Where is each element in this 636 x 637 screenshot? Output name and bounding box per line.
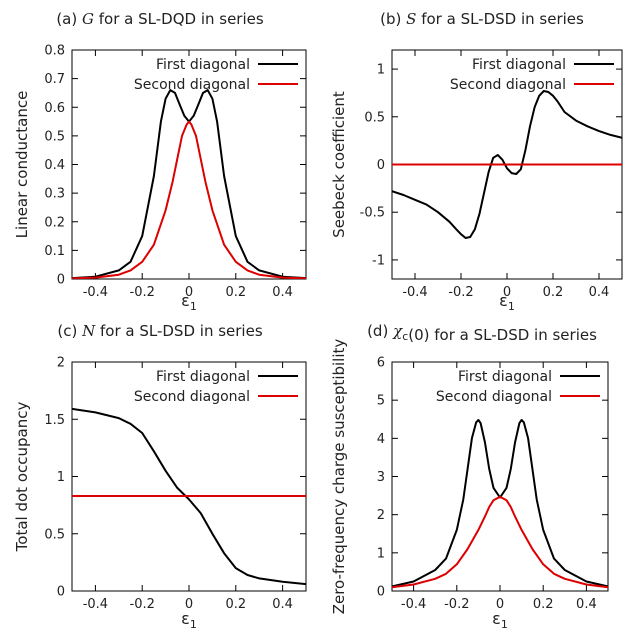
title-symbol: G (82, 10, 94, 28)
title-symbol: N (81, 322, 96, 340)
title-suffix: for a SL-DQD in series (99, 10, 264, 28)
title-prefix: (a) (56, 10, 77, 28)
y-tick-label: 5 (377, 394, 385, 409)
y-axis-label: Linear conductance (13, 91, 31, 239)
legend-label: First diagonal (156, 57, 250, 73)
title-symbol-sub: c (402, 330, 408, 343)
x-tick-label: 0.4 (589, 285, 610, 300)
y-tick-label: -1 (372, 253, 385, 268)
x-tick-label: 0 (185, 285, 193, 300)
x-tick-label: 0.2 (543, 285, 564, 300)
y-tick-label: 0.5 (44, 129, 65, 144)
x-tick-label: -0.4 (83, 597, 108, 612)
title-prefix: (b) (380, 10, 401, 28)
title-symbol: S (406, 10, 416, 28)
x-tick-label: 0.4 (272, 285, 293, 300)
y-tick-label: 1 (57, 470, 65, 485)
x-axis-symbol: ε (492, 609, 501, 628)
legend-label: Second diagonal (450, 77, 566, 93)
title-prefix: (d) (367, 322, 388, 340)
panel-title: (a) G for a SL-DQD in series (56, 10, 264, 28)
y-tick-label: 1.5 (44, 413, 65, 428)
x-axis-symbol: ε (499, 291, 508, 310)
series-line-first-diagonal (72, 407, 306, 586)
series-line-second-diagonal (392, 495, 608, 589)
title-suffix: (0) for a SL-DSD in series (408, 326, 597, 344)
y-tick-label: 0.4 (44, 158, 65, 173)
x-tick-label: 0.4 (272, 597, 293, 612)
y-tick-label: -0.5 (360, 206, 385, 221)
y-tick-label: 0.8 (44, 44, 65, 59)
panel-0: (a) G for a SL-DQD in series -0.4 -0.2 0 0.2… (13, 10, 307, 313)
panel-2: (c) N for a SL-DSD in series -0.4 -0.2 0 0.2… (13, 322, 307, 631)
x-tick-label: 0 (185, 597, 193, 612)
x-axis-symbol: ε (181, 609, 190, 628)
y-tick-label: 3 (377, 470, 385, 485)
x-axis-symbol: ε (181, 291, 190, 310)
y-tick-label: 0 (57, 273, 65, 288)
title-suffix: for a SL-DSD in series (421, 10, 584, 28)
y-tick-label: 1 (377, 546, 385, 561)
y-tick-label: 0.5 (364, 110, 385, 125)
x-axis-sub: 1 (508, 300, 515, 313)
x-tick-label: -0.4 (402, 285, 427, 300)
y-tick-label: 0.7 (44, 72, 65, 87)
x-axis-label: ε1 (181, 609, 197, 631)
x-tick-label: -0.2 (130, 285, 155, 300)
y-axis-label: Total dot occupancy (13, 402, 31, 553)
y-tick-label: 0.6 (44, 101, 65, 116)
legend-label: Second diagonal (134, 389, 250, 405)
x-tick-label: -0.4 (83, 285, 108, 300)
x-axis-sub: 1 (190, 300, 197, 313)
title-prefix: (c) (57, 322, 77, 340)
y-tick-label: 1 (377, 63, 385, 78)
x-axis-label: ε1 (181, 291, 197, 313)
y-tick-label: 0.2 (44, 215, 65, 230)
x-tick-label: 0.2 (533, 597, 554, 612)
legend-label: First diagonal (458, 369, 552, 385)
x-axis-sub: 1 (190, 618, 197, 631)
y-tick-label: 0.3 (44, 187, 65, 202)
x-axis-label: ε1 (499, 291, 515, 313)
series-line-first-diagonal (72, 89, 306, 279)
panel-title: (b) S for a SL-DSD in series (380, 10, 584, 28)
series-line-first-diagonal (392, 90, 622, 239)
y-tick-label: 2 (377, 508, 385, 523)
legend-label: Second diagonal (134, 77, 250, 93)
y-tick-label: 0 (377, 158, 385, 173)
y-tick-label: 2 (57, 356, 65, 371)
x-axis-label: ε1 (492, 609, 508, 631)
y-axis-label: Seebeck coefficient (330, 91, 348, 238)
series-line-first-diagonal (392, 419, 608, 588)
y-tick-label: 0 (57, 585, 65, 600)
y-tick-label: 0 (377, 585, 385, 600)
x-tick-label: 0 (496, 597, 504, 612)
legend-label: Second diagonal (436, 389, 552, 405)
y-tick-label: 6 (377, 356, 385, 371)
x-tick-label: 0 (503, 285, 511, 300)
x-axis-sub: 1 (501, 618, 508, 631)
x-tick-label: -0.2 (130, 597, 155, 612)
x-tick-label: 0.2 (225, 597, 246, 612)
panel-3: (d) χc(0) for a SL-DSD in series -0.4 -0.2… (330, 322, 609, 631)
x-tick-label: -0.4 (401, 597, 426, 612)
y-axis-label: Zero-frequency charge susceptibility (330, 339, 348, 615)
panel-1: (b) S for a SL-DSD in series -0.4 -0.2 0 0.2… (330, 10, 623, 313)
legend-label: First diagonal (156, 369, 250, 385)
x-tick-label: 0.2 (225, 285, 246, 300)
title-symbol: χ (392, 322, 403, 340)
y-tick-label: 0.5 (44, 527, 65, 542)
y-tick-label: 4 (377, 432, 385, 447)
y-tick-label: 0.1 (44, 244, 65, 259)
x-tick-label: -0.2 (448, 285, 473, 300)
panel-title: (d) χc(0) for a SL-DSD in series (367, 322, 597, 344)
panel-title: (c) N for a SL-DSD in series (57, 322, 262, 340)
x-tick-label: -0.2 (444, 597, 469, 612)
x-tick-label: 0.4 (576, 597, 597, 612)
series-line-second-diagonal (72, 120, 306, 279)
legend-label: First diagonal (472, 57, 566, 73)
title-suffix: for a SL-DSD in series (100, 322, 263, 340)
